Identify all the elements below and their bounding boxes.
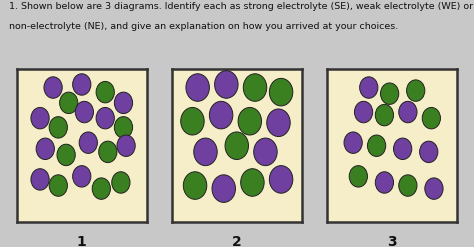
Circle shape: [375, 104, 393, 126]
Circle shape: [49, 175, 67, 196]
Text: 3: 3: [387, 235, 397, 247]
Text: 2: 2: [232, 235, 242, 247]
Circle shape: [73, 74, 91, 95]
Circle shape: [381, 83, 399, 104]
Circle shape: [419, 141, 438, 163]
Circle shape: [254, 138, 277, 166]
Circle shape: [425, 178, 443, 199]
Circle shape: [269, 166, 293, 193]
Circle shape: [92, 178, 110, 199]
Circle shape: [243, 74, 267, 101]
Circle shape: [181, 107, 204, 135]
Circle shape: [96, 82, 114, 103]
Circle shape: [407, 80, 425, 101]
Text: 1: 1: [77, 235, 87, 247]
Circle shape: [225, 132, 248, 160]
Circle shape: [399, 175, 417, 196]
Circle shape: [399, 101, 417, 123]
Circle shape: [344, 132, 362, 153]
Circle shape: [360, 77, 378, 98]
Circle shape: [210, 101, 233, 129]
Circle shape: [215, 71, 238, 98]
Circle shape: [31, 107, 49, 129]
Circle shape: [269, 78, 293, 106]
Circle shape: [117, 135, 135, 156]
Circle shape: [114, 117, 133, 138]
Circle shape: [60, 92, 78, 114]
Circle shape: [183, 172, 207, 199]
Circle shape: [355, 101, 373, 123]
Circle shape: [241, 169, 264, 196]
Circle shape: [114, 92, 133, 114]
Circle shape: [186, 74, 210, 101]
Circle shape: [57, 144, 75, 166]
Circle shape: [375, 172, 393, 193]
Circle shape: [44, 77, 62, 98]
Circle shape: [75, 101, 93, 123]
Text: non-electrolyte (NE), and give an explanation on how you arrived at your choices: non-electrolyte (NE), and give an explan…: [9, 22, 399, 31]
Circle shape: [367, 135, 386, 156]
Circle shape: [422, 107, 440, 129]
Circle shape: [49, 117, 67, 138]
Circle shape: [238, 107, 262, 135]
Circle shape: [212, 175, 236, 202]
Circle shape: [349, 166, 367, 187]
Circle shape: [79, 132, 98, 153]
Circle shape: [267, 109, 290, 137]
Circle shape: [112, 172, 130, 193]
Text: 1. Shown below are 3 diagrams. Identify each as strong electrolyte (SE), weak el: 1. Shown below are 3 diagrams. Identify …: [9, 2, 474, 11]
Circle shape: [194, 138, 217, 166]
Circle shape: [99, 141, 117, 163]
Circle shape: [31, 169, 49, 190]
Circle shape: [73, 166, 91, 187]
Circle shape: [96, 107, 114, 129]
Circle shape: [36, 138, 55, 160]
Circle shape: [393, 138, 412, 160]
